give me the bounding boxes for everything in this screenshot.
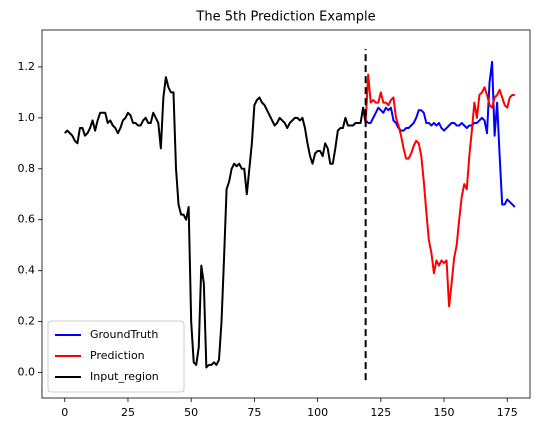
y-tick-label: 0.2 — [18, 315, 36, 328]
y-tick-label: 0.6 — [18, 213, 36, 226]
y-tick-label: 0.8 — [18, 162, 36, 175]
y-tick-label: 0.0 — [18, 366, 36, 379]
y-tick-label: 1.0 — [18, 111, 36, 124]
x-tick-label: 50 — [184, 406, 198, 419]
x-tick-label: 175 — [497, 406, 518, 419]
series-line — [364, 73, 515, 308]
legend-label: GroundTruth — [90, 328, 158, 341]
legend-box — [47, 320, 185, 393]
legend-label: Input_region — [90, 370, 159, 383]
x-tick-label: 150 — [434, 406, 455, 419]
x-tick-label: 75 — [247, 406, 261, 419]
chart-title: The 5th Prediction Example — [195, 10, 375, 25]
x-tick-label: 125 — [370, 406, 391, 419]
y-tick-label: 0.4 — [18, 264, 36, 277]
series-line — [64, 76, 367, 369]
x-tick-label: 25 — [121, 406, 135, 419]
x-tick-label: 0 — [61, 406, 68, 419]
x-tick-label: 100 — [307, 406, 328, 419]
legend-label: Prediction — [90, 349, 145, 362]
axes-frame — [41, 29, 531, 399]
series-line — [364, 60, 516, 208]
y-tick-label: 1.2 — [18, 60, 36, 73]
